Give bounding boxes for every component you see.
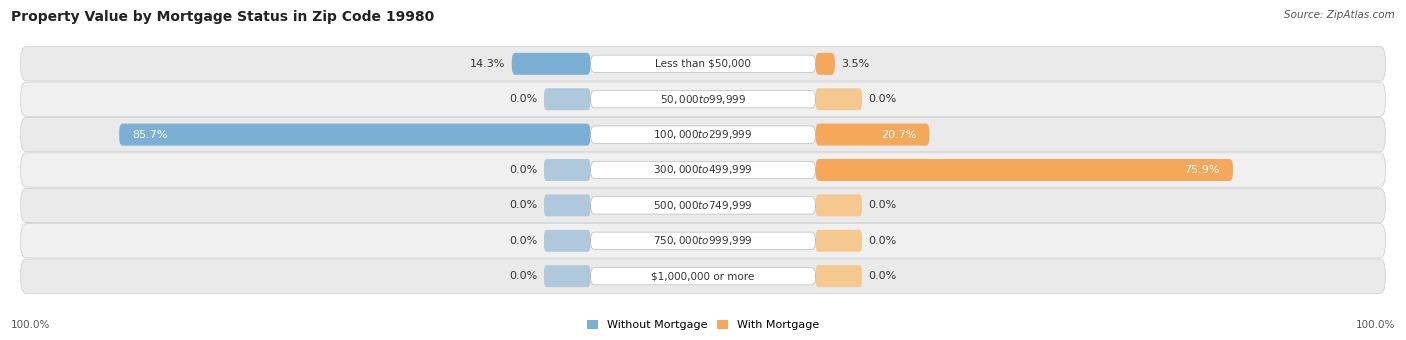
Text: 0.0%: 0.0% (509, 94, 537, 104)
Text: $500,000 to $749,999: $500,000 to $749,999 (654, 199, 752, 212)
FancyBboxPatch shape (21, 188, 1385, 223)
FancyBboxPatch shape (815, 159, 1233, 181)
FancyBboxPatch shape (591, 232, 815, 250)
Text: 0.0%: 0.0% (869, 200, 897, 210)
Text: $50,000 to $99,999: $50,000 to $99,999 (659, 93, 747, 106)
Text: 0.0%: 0.0% (869, 236, 897, 246)
Text: $1,000,000 or more: $1,000,000 or more (651, 271, 755, 281)
FancyBboxPatch shape (120, 124, 591, 146)
FancyBboxPatch shape (591, 161, 815, 179)
Text: 0.0%: 0.0% (509, 165, 537, 175)
FancyBboxPatch shape (815, 124, 929, 146)
FancyBboxPatch shape (544, 265, 591, 287)
Legend: Without Mortgage, With Mortgage: Without Mortgage, With Mortgage (582, 315, 824, 335)
Text: 3.5%: 3.5% (841, 59, 870, 69)
Text: Property Value by Mortgage Status in Zip Code 19980: Property Value by Mortgage Status in Zip… (11, 10, 434, 24)
Text: 14.3%: 14.3% (470, 59, 505, 69)
FancyBboxPatch shape (591, 90, 815, 108)
Text: $100,000 to $299,999: $100,000 to $299,999 (654, 128, 752, 141)
FancyBboxPatch shape (591, 197, 815, 214)
FancyBboxPatch shape (544, 159, 591, 181)
FancyBboxPatch shape (544, 230, 591, 252)
FancyBboxPatch shape (815, 88, 862, 110)
FancyBboxPatch shape (21, 82, 1385, 116)
FancyBboxPatch shape (512, 53, 591, 75)
Text: 0.0%: 0.0% (509, 271, 537, 281)
Text: 100.0%: 100.0% (1355, 320, 1395, 330)
Text: Source: ZipAtlas.com: Source: ZipAtlas.com (1284, 10, 1395, 20)
FancyBboxPatch shape (591, 268, 815, 285)
FancyBboxPatch shape (21, 153, 1385, 187)
FancyBboxPatch shape (815, 230, 862, 252)
Text: 75.9%: 75.9% (1184, 165, 1219, 175)
Text: 0.0%: 0.0% (509, 236, 537, 246)
FancyBboxPatch shape (21, 117, 1385, 152)
FancyBboxPatch shape (815, 53, 835, 75)
Text: 0.0%: 0.0% (869, 94, 897, 104)
Text: 20.7%: 20.7% (880, 130, 917, 140)
Text: $750,000 to $999,999: $750,000 to $999,999 (654, 234, 752, 247)
FancyBboxPatch shape (544, 88, 591, 110)
FancyBboxPatch shape (815, 194, 862, 216)
Text: $300,000 to $499,999: $300,000 to $499,999 (654, 164, 752, 176)
Text: 0.0%: 0.0% (869, 271, 897, 281)
Text: 85.7%: 85.7% (132, 130, 167, 140)
FancyBboxPatch shape (591, 55, 815, 72)
FancyBboxPatch shape (21, 224, 1385, 258)
FancyBboxPatch shape (815, 265, 862, 287)
FancyBboxPatch shape (544, 194, 591, 216)
FancyBboxPatch shape (591, 126, 815, 143)
Text: 0.0%: 0.0% (509, 200, 537, 210)
Text: Less than $50,000: Less than $50,000 (655, 59, 751, 69)
Text: 100.0%: 100.0% (11, 320, 51, 330)
FancyBboxPatch shape (21, 47, 1385, 81)
FancyBboxPatch shape (21, 259, 1385, 293)
